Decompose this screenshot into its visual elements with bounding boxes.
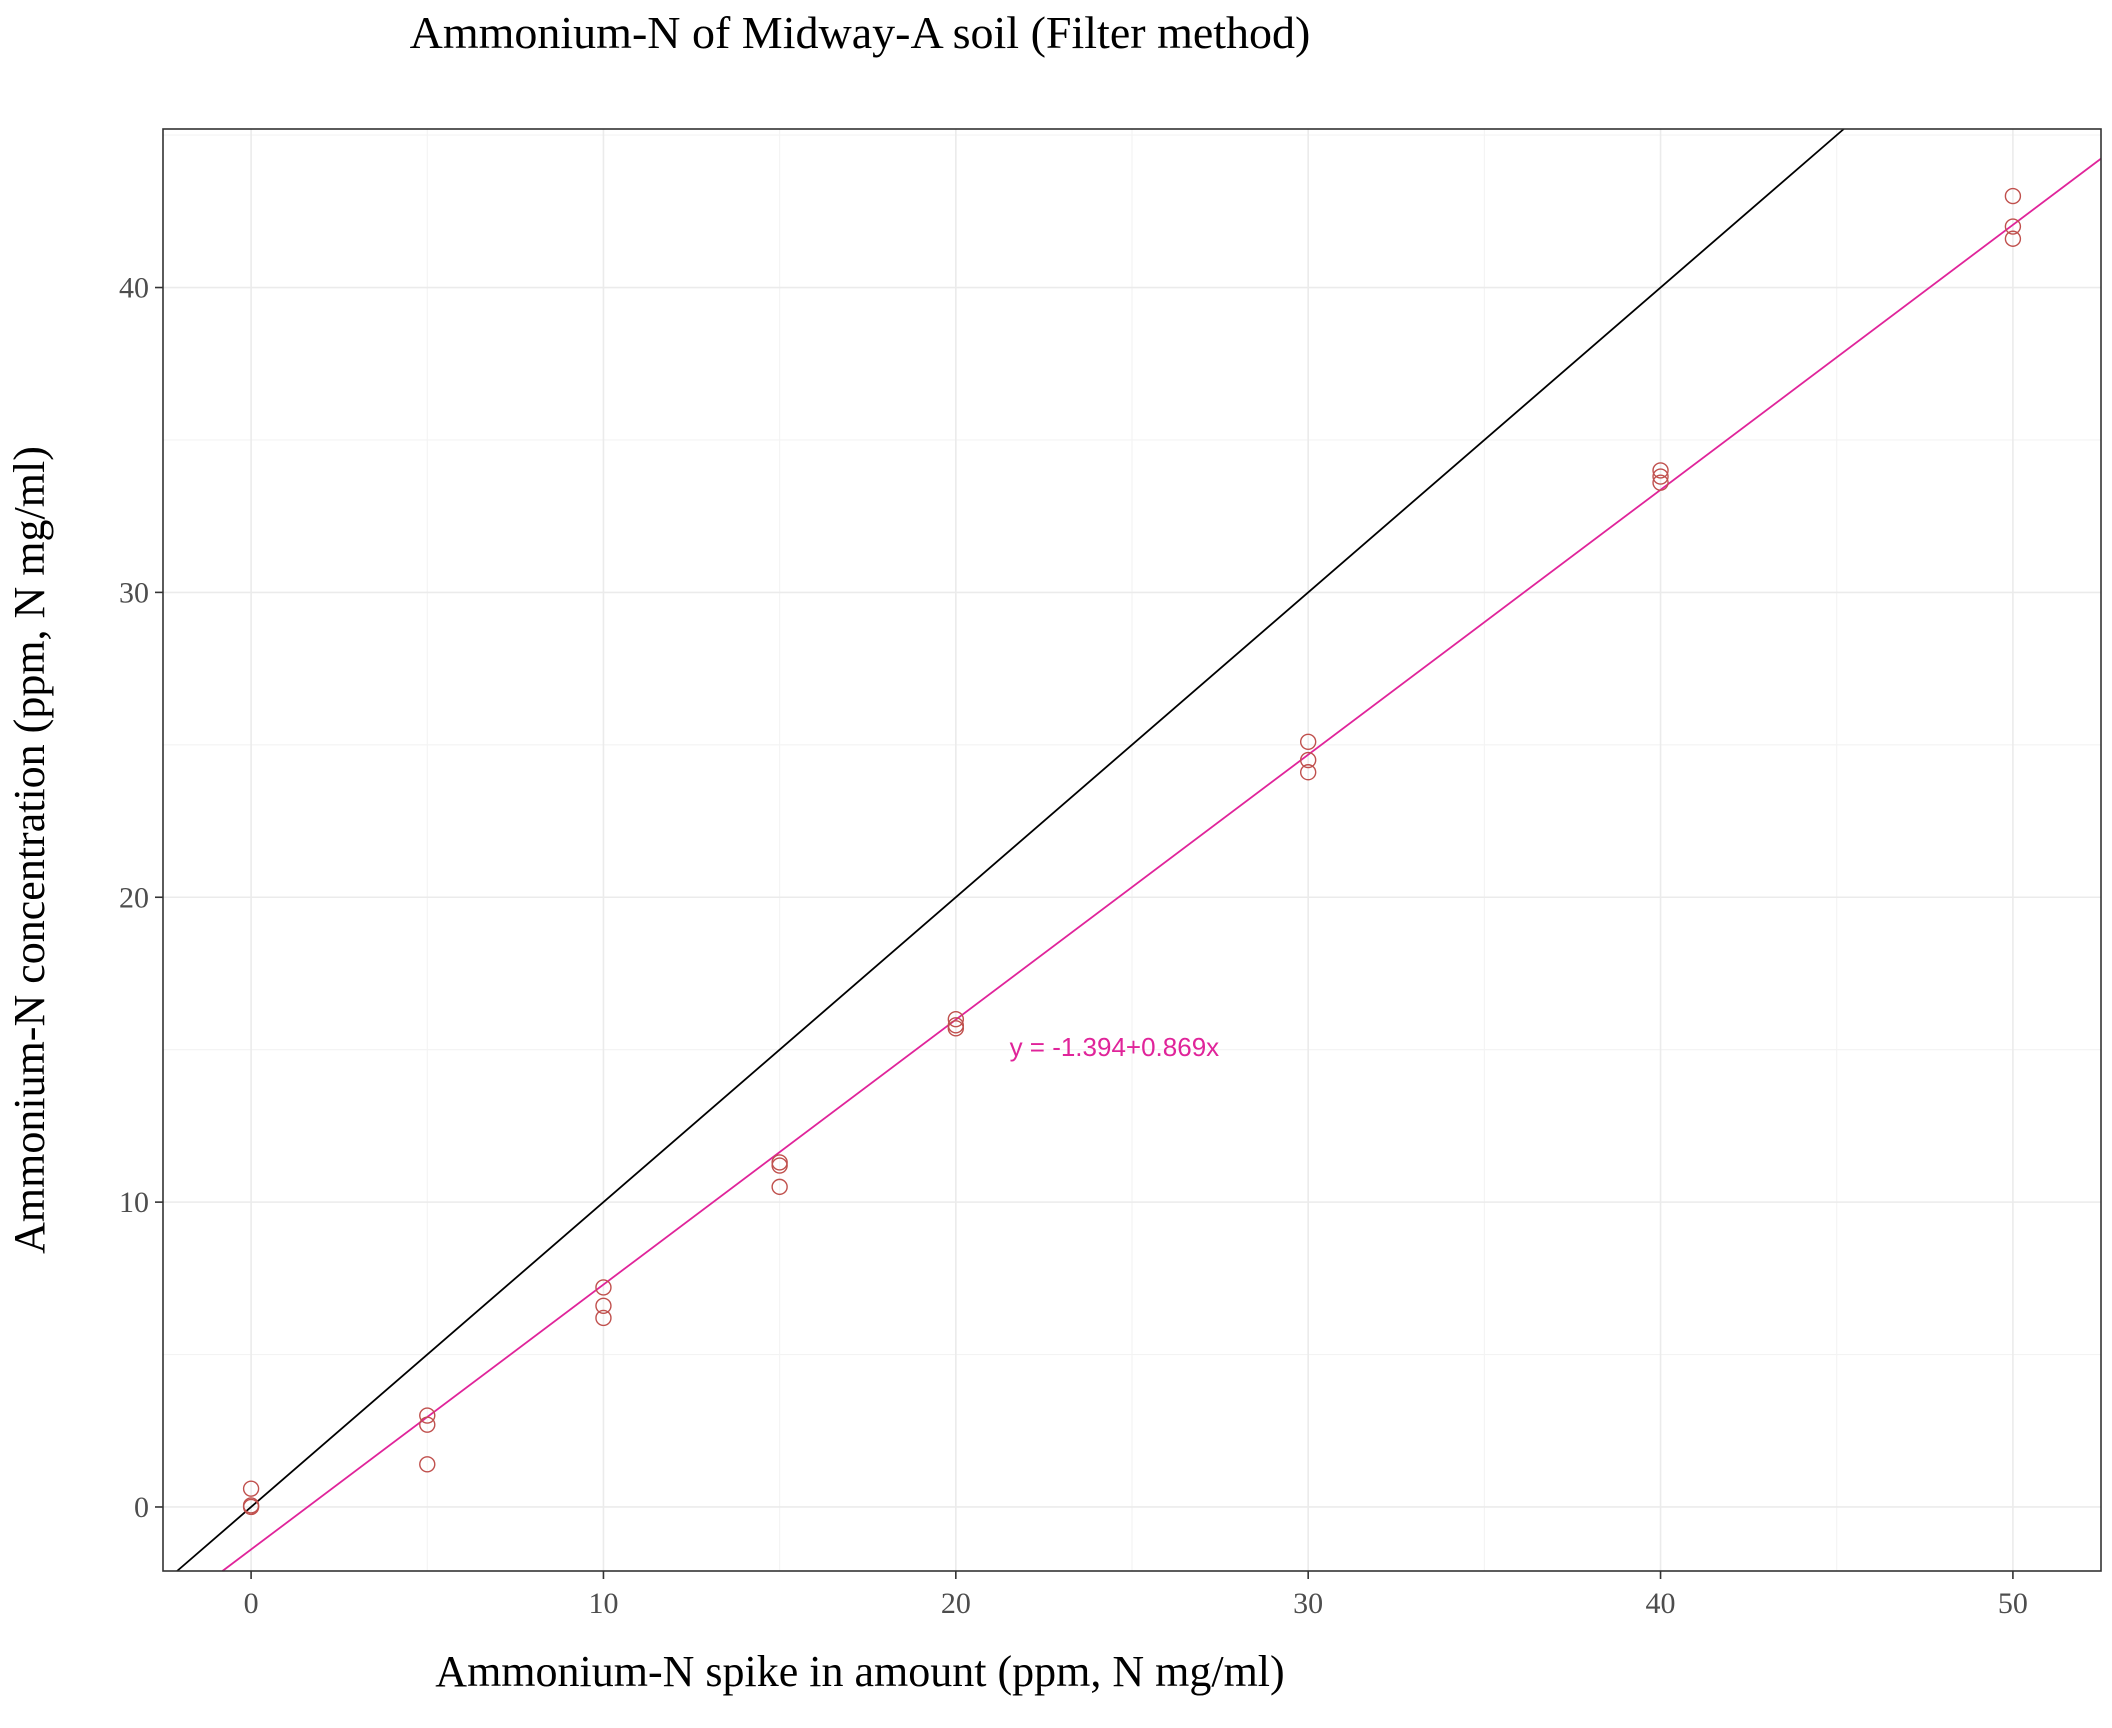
y-tick-label: 20 [119, 881, 149, 914]
x-tick-label: 40 [1646, 1587, 1676, 1620]
x-tick-label: 30 [1293, 1587, 1323, 1620]
data-point [947, 1020, 965, 1037]
y-axis-title: Ammonium-N concentration (ppm, N mg/ml) [5, 446, 54, 1254]
data-point [1299, 751, 1317, 769]
data-point [419, 1456, 436, 1473]
data-point [595, 1279, 612, 1296]
data-point [242, 1480, 260, 1497]
y-axis: 0 10 20 30 40 [119, 272, 163, 1524]
x-tick-label: 0 [244, 1587, 259, 1620]
y-tick-label: 30 [119, 576, 149, 609]
data-point [947, 1010, 965, 1028]
y-tick-label: 0 [134, 1491, 149, 1524]
data-point [1652, 474, 1669, 491]
fit-equation-label: y = -1.394+0.869x [1010, 1032, 1220, 1062]
points-layer [242, 187, 2022, 1516]
panel-border [162, 128, 2102, 1572]
data-point [2004, 218, 2022, 235]
lines-layer [176, 128, 2102, 1572]
reference-line [176, 128, 1845, 1572]
x-axis: 0 10 20 30 40 50 [244, 1571, 2028, 1620]
y-tick-label: 10 [119, 1186, 149, 1219]
data-point [1652, 468, 1669, 485]
data-point [419, 1416, 436, 1433]
x-tick-label: 50 [1998, 1587, 2028, 1620]
data-point [595, 1309, 612, 1327]
data-point [2004, 230, 2022, 247]
fit-line [221, 157, 2102, 1572]
data-point [595, 1297, 612, 1314]
chart-title: Ammonium-N of Midway-A soil (Filter meth… [410, 7, 1311, 58]
data-point [771, 1157, 788, 1174]
data-point [2004, 187, 2022, 205]
data-point [1652, 462, 1669, 479]
grid [163, 129, 2101, 1571]
x-axis-title: Ammonium-N spike in amount (ppm, N mg/ml… [435, 1647, 1284, 1696]
x-tick-label: 20 [941, 1587, 971, 1620]
data-point [242, 1498, 260, 1516]
y-tick-label: 40 [119, 272, 149, 305]
x-tick-label: 10 [588, 1587, 618, 1620]
data-point [1299, 764, 1317, 781]
data-point [1299, 733, 1317, 750]
data-point [771, 1178, 788, 1196]
data-point [419, 1407, 436, 1424]
